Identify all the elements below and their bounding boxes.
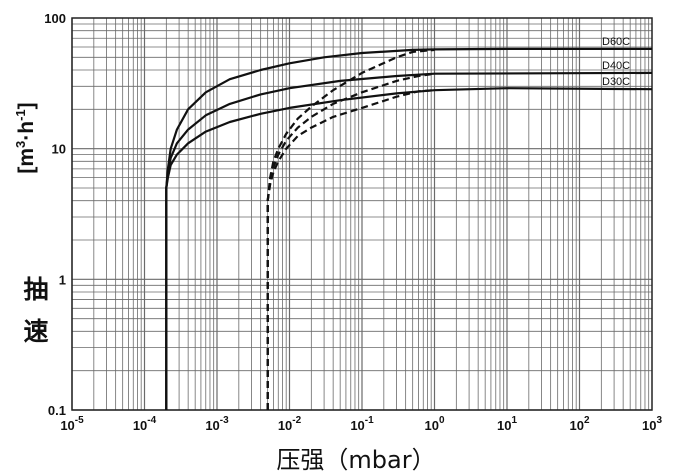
x-tick-base: 10	[205, 418, 219, 433]
y-axis-title: [m3·h-1] 抽 速	[13, 102, 49, 346]
x-tick-exponent: -4	[147, 415, 156, 426]
y-tick-labels: 0.1 1 10 100	[44, 11, 66, 418]
x-tick-base: 10	[497, 418, 511, 433]
y-tick-label: 1	[59, 272, 66, 287]
series-label: D40C	[602, 60, 630, 72]
x-tick-exponent: -1	[365, 415, 374, 426]
y-unit-part: [m	[15, 148, 38, 174]
series-label: D30C	[602, 76, 630, 88]
x-tick-base: 10	[350, 418, 364, 433]
plot-frame	[71, 17, 653, 411]
y-unit-part: 3	[13, 141, 28, 148]
x-tick-exponent: 1	[511, 415, 517, 426]
y-tick-label: 100	[44, 11, 66, 26]
series-label: D60C	[602, 36, 630, 48]
x-tick-exponent: 0	[439, 415, 445, 426]
y-unit-part: ]	[15, 102, 38, 109]
y-axis-unit: [m3·h-1]	[13, 102, 38, 173]
grid	[71, 17, 653, 411]
y-unit-part: ·h	[15, 121, 38, 141]
x-tick-labels: 10-5 10-4 10-3 10-2 10-1 100 101 102 103	[60, 415, 662, 433]
x-tick-exponent: -5	[75, 415, 84, 426]
y-axis-label-char-1: 抽	[23, 275, 48, 304]
series-line-dashed	[266, 89, 435, 410]
x-tick-label: 10-4	[133, 415, 157, 433]
x-tick-label: 103	[642, 415, 662, 433]
x-tick-label: 10-1	[350, 415, 374, 433]
x-tick-base: 10	[60, 418, 74, 433]
x-tick-base: 10	[642, 418, 656, 433]
x-tick-base: 10	[569, 418, 583, 433]
x-tick-exponent: 2	[584, 415, 590, 426]
x-tick-base: 10	[424, 418, 438, 433]
y-tick-label: 10	[52, 142, 66, 157]
y-axis-label-char-2: 速	[23, 317, 48, 346]
y-unit-part: -1	[13, 109, 28, 121]
x-tick-exponent: 3	[656, 415, 662, 426]
x-tick-label: 101	[497, 415, 517, 433]
series-lines	[165, 47, 653, 410]
series-labels: D60C D40C D30C	[602, 36, 630, 88]
x-tick-label: 10-3	[205, 415, 229, 433]
x-tick-exponent: -2	[292, 415, 301, 426]
x-tick-label: 102	[569, 415, 589, 433]
x-tick-label: 100	[424, 415, 444, 433]
y-tick-label: 0.1	[48, 403, 66, 418]
x-tick-base: 10	[278, 418, 292, 433]
x-tick-exponent: -3	[220, 415, 229, 426]
x-tick-label: 10-5	[60, 415, 84, 433]
x-tick-base: 10	[133, 418, 147, 433]
x-tick-label: 10-2	[278, 415, 302, 433]
x-axis-title: 压强（mbar）	[276, 446, 435, 474]
